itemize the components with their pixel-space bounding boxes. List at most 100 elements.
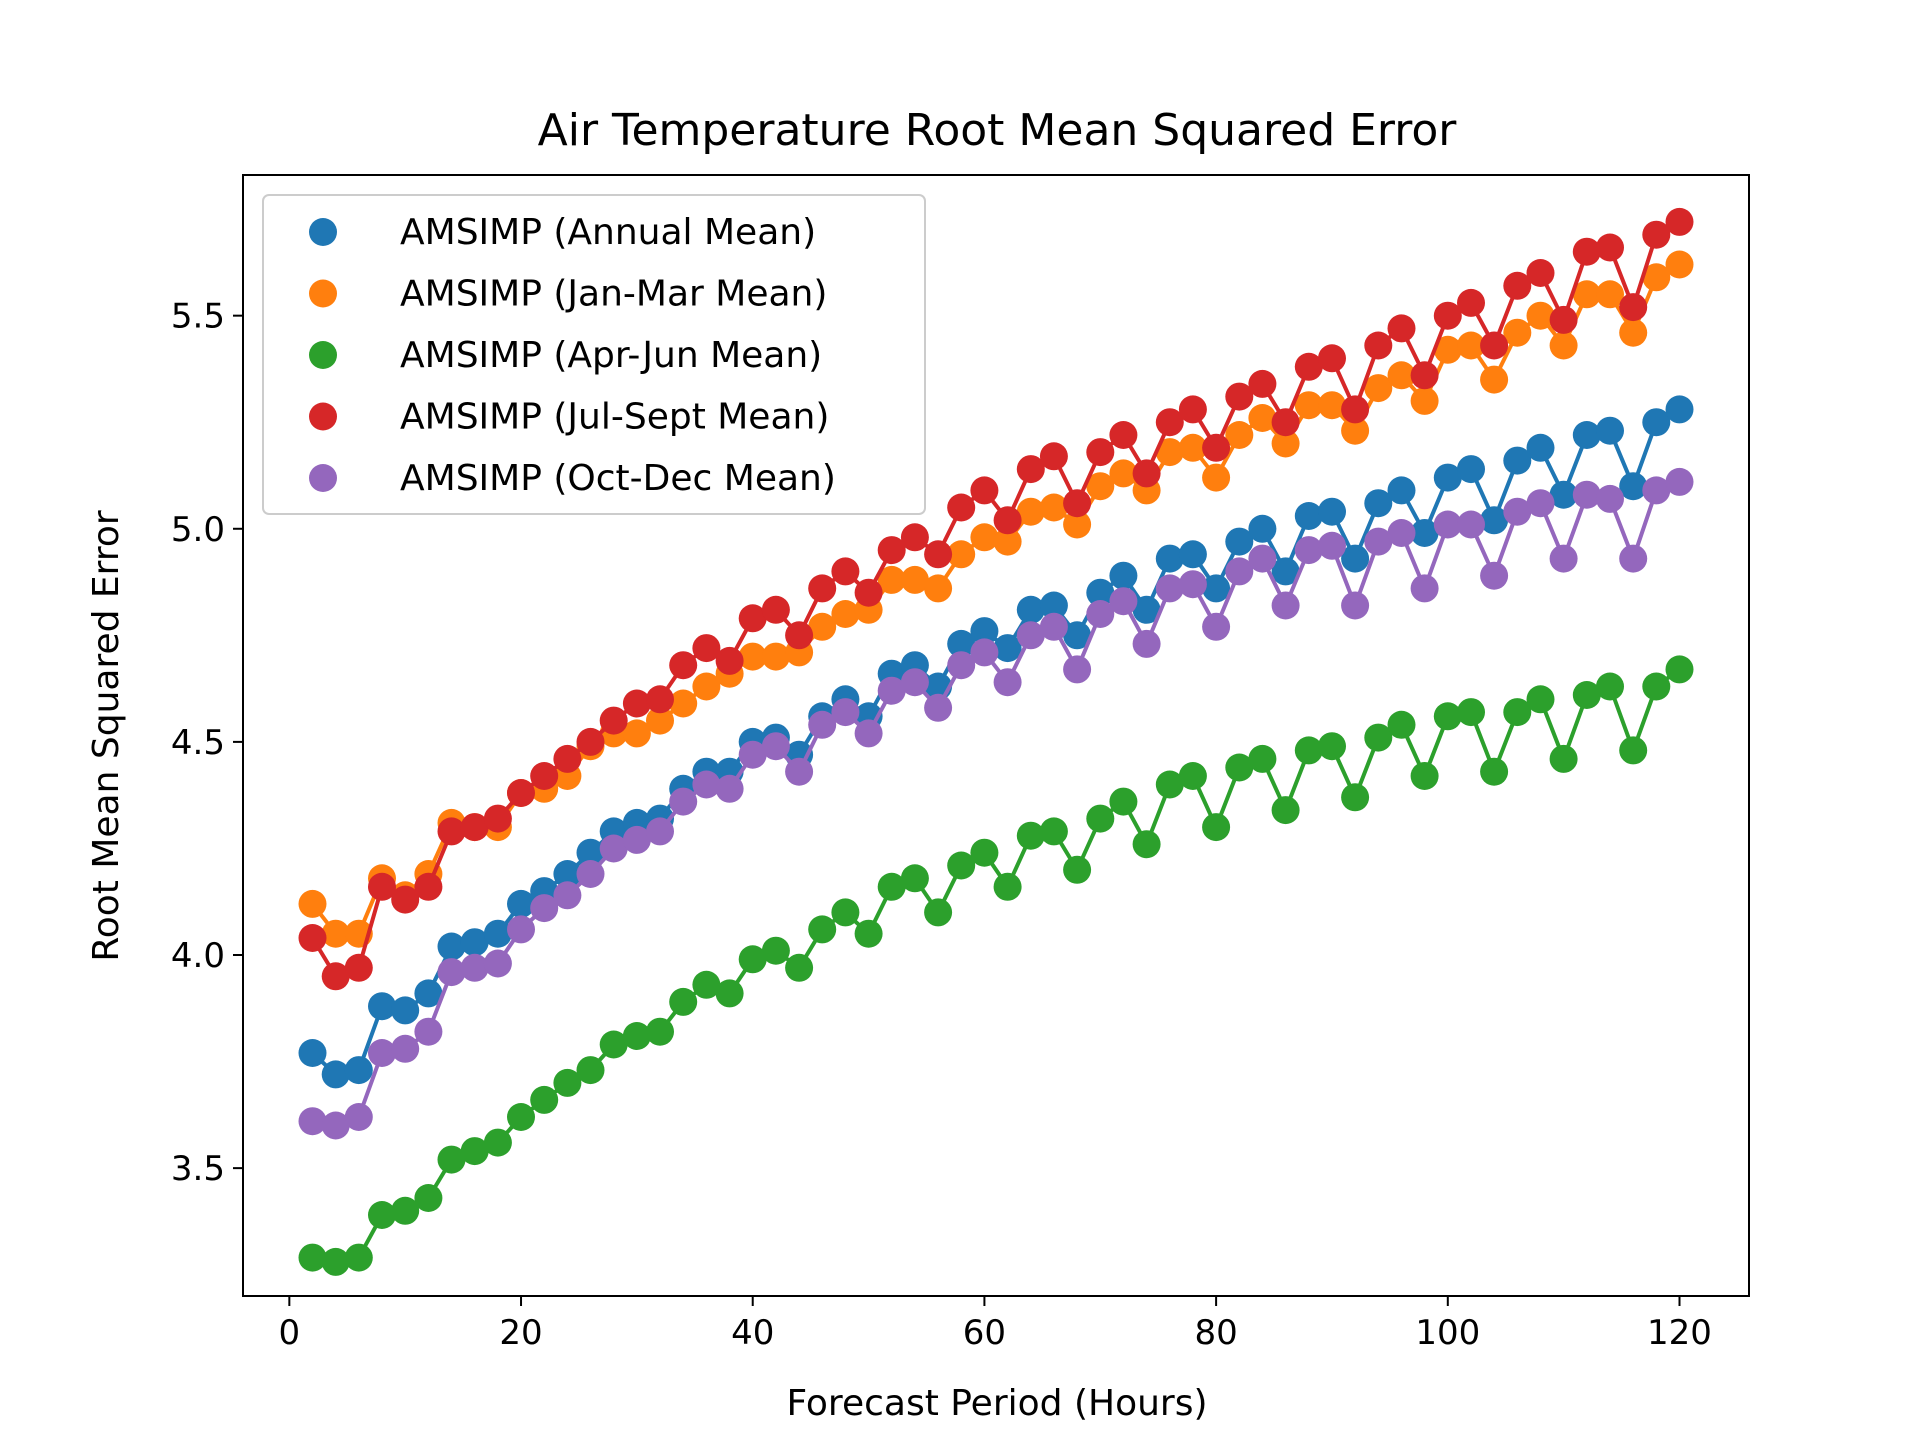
data-point	[599, 706, 628, 735]
data-point	[391, 885, 420, 914]
data-point	[1480, 757, 1509, 786]
data-point	[1016, 621, 1045, 650]
data-point	[1480, 506, 1509, 535]
data-point	[1619, 472, 1648, 501]
chart-title: Air Temperature Root Mean Squared Error	[538, 105, 1458, 156]
data-point	[1387, 361, 1416, 390]
data-point	[1155, 408, 1184, 437]
data-point	[576, 860, 605, 888]
data-point	[1619, 293, 1648, 322]
data-point	[1503, 698, 1532, 727]
data-point	[1572, 480, 1601, 509]
data-point	[1318, 531, 1346, 560]
data-point	[970, 638, 999, 667]
data-point	[1063, 655, 1092, 684]
data-point	[1155, 438, 1184, 467]
data-point	[1665, 250, 1694, 279]
data-point	[599, 834, 628, 863]
data-point	[1596, 280, 1624, 309]
data-point	[1155, 574, 1184, 603]
data-point	[692, 634, 721, 663]
data-point	[1248, 544, 1277, 573]
data-point	[1549, 744, 1578, 773]
data-point	[321, 962, 350, 991]
data-point	[1457, 698, 1485, 727]
legend-item: AMSIMP (Jul-Sept Mean)	[309, 397, 829, 438]
series-layer	[298, 207, 1694, 1276]
data-point	[1063, 489, 1092, 518]
data-point	[1341, 783, 1370, 812]
data-point	[1248, 744, 1277, 773]
data-point	[831, 557, 860, 586]
data-point	[900, 565, 929, 594]
data-point	[437, 817, 466, 846]
data-point	[1039, 817, 1068, 846]
data-point	[1526, 489, 1555, 518]
y-tick-label: 3.5	[171, 1149, 225, 1189]
data-point	[530, 894, 559, 923]
data-point	[669, 987, 698, 1016]
y-tick-label: 5.5	[171, 297, 225, 337]
data-point	[1665, 395, 1694, 424]
data-point	[553, 860, 582, 888]
data-point	[715, 979, 744, 1008]
data-point	[947, 851, 976, 880]
data-point	[298, 889, 327, 918]
data-point	[1457, 455, 1485, 484]
data-point	[1271, 796, 1300, 825]
data-point	[1410, 361, 1439, 390]
data-point	[1178, 540, 1207, 569]
data-point	[808, 915, 837, 944]
data-point	[460, 813, 489, 842]
data-point	[298, 1243, 327, 1272]
legend-item: AMSIMP (Annual Mean)	[309, 212, 816, 253]
data-point	[483, 804, 512, 833]
data-point	[1178, 395, 1207, 424]
data-point	[414, 979, 443, 1008]
y-axis-label: Root Mean Squared Error	[86, 510, 127, 962]
data-point	[761, 595, 790, 624]
data-point	[831, 898, 860, 927]
data-point	[1433, 702, 1462, 731]
data-point	[1271, 591, 1300, 620]
data-point	[437, 958, 466, 987]
legend-marker	[309, 279, 337, 308]
data-point	[1225, 753, 1254, 782]
data-point	[715, 774, 744, 803]
data-point	[692, 970, 721, 999]
data-point	[1642, 220, 1671, 249]
data-point	[1178, 433, 1207, 462]
x-tick-label: 80	[1194, 1313, 1237, 1353]
data-point	[1410, 762, 1439, 790]
data-point	[646, 706, 674, 735]
data-point	[483, 1128, 512, 1157]
data-point	[599, 1030, 628, 1059]
data-point	[1572, 280, 1601, 309]
data-point	[1503, 318, 1532, 347]
data-point	[344, 1103, 373, 1131]
data-point	[1318, 391, 1346, 420]
data-point	[1549, 305, 1578, 334]
data-point	[414, 1184, 443, 1212]
data-point	[993, 506, 1022, 535]
data-point	[1294, 736, 1323, 765]
data-point	[738, 740, 767, 769]
data-point	[1016, 497, 1045, 526]
data-point	[669, 651, 698, 680]
data-point	[646, 685, 674, 714]
data-point	[808, 612, 837, 641]
data-point	[1387, 519, 1416, 547]
data-point	[715, 646, 744, 675]
data-point	[1387, 476, 1416, 505]
data-point	[1132, 595, 1161, 624]
x-axis-label: Forecast Period (Hours)	[786, 1383, 1207, 1424]
data-point	[1549, 331, 1578, 360]
data-point	[1642, 476, 1671, 505]
data-point	[483, 949, 512, 978]
data-point	[1132, 629, 1161, 658]
data-point	[1039, 493, 1068, 522]
data-point	[854, 719, 883, 748]
data-point	[1248, 369, 1277, 398]
x-tick-label: 0	[279, 1313, 301, 1353]
data-point	[507, 915, 535, 944]
